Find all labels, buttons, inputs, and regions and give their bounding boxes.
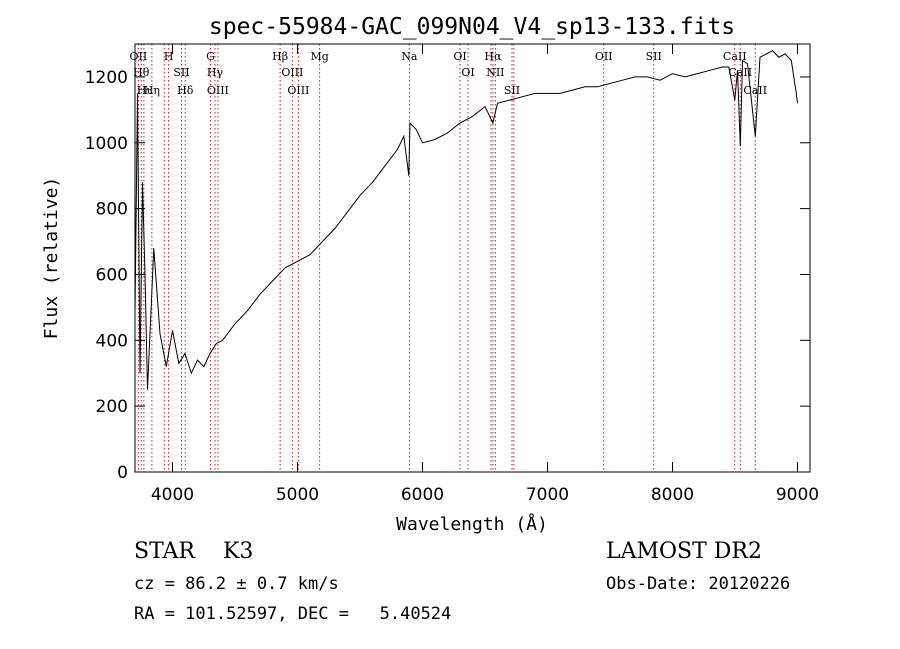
y-tick-label: 200 [96, 397, 128, 417]
spectral-line-label: Hι [137, 84, 151, 97]
object-class: STAR K3 [134, 539, 254, 564]
x-tick-label: 6000 [401, 485, 444, 505]
y-tick-label: 800 [96, 200, 128, 220]
spectral-line-label: OII [595, 50, 613, 63]
x-tick-label: 8000 [651, 485, 694, 505]
x-axis-label: Wavelength (Å) [396, 513, 548, 535]
spectral-line-label: SII [504, 84, 520, 97]
plot-frame [134, 43, 811, 473]
spectral-line-label: OII [130, 50, 148, 63]
spectral-line-label: CaII [723, 50, 747, 63]
x-tick-label: 4000 [151, 485, 194, 505]
spectral-line-label: Hγ [207, 66, 224, 79]
spectral-line-label: Hη [144, 84, 160, 97]
spectral-line-label: OIII [281, 66, 303, 79]
redshift-line: cz = 86.2 ± 0.7 km/s [134, 574, 339, 594]
spectral-line-label: Hδ [177, 84, 194, 97]
y-tick-label: 400 [96, 331, 128, 351]
y-tick-label: 1000 [85, 134, 128, 154]
spectral-line-label: Mg [310, 50, 328, 63]
spectral-line-markers [137, 44, 756, 472]
spectral-line-label: Hα [484, 50, 502, 63]
x-tick-label: 7000 [526, 485, 569, 505]
spectral-line-label: Hβ [272, 50, 288, 63]
spectral-line-label: NII [486, 66, 504, 79]
spectrum-line [134, 49, 798, 390]
spectral-line-label: G [206, 50, 215, 63]
spectral-line-label: SII [173, 66, 189, 79]
y-axis-label: Flux (relative) [41, 177, 62, 340]
x-axis-ticks: 4000 5000 6000 7000 8000 9000 [151, 44, 819, 505]
survey-name: LAMOST DR2 [606, 539, 762, 564]
spectral-line-label: OI [461, 66, 474, 79]
coordinates-line: RA = 101.52597, DEC = 5.40524 [134, 604, 452, 624]
spectral-line-label: OIII [287, 84, 309, 97]
spectral-line-label: H [164, 50, 174, 63]
spectral-line-label: OIII [207, 84, 229, 97]
spectral-line-label: Na [401, 50, 418, 63]
spectral-line-label: Hθ [133, 66, 150, 79]
spectral-line-label: CaII [743, 84, 767, 97]
y-tick-label: 0 [117, 463, 128, 483]
spectral-line-label: CaII [728, 66, 752, 79]
spectral-line-label: OI [453, 50, 466, 63]
x-tick-label: 9000 [776, 485, 819, 505]
x-tick-label: 5000 [276, 485, 319, 505]
chart-title: spec-55984-GAC_099N04_V4_sp13-133.fits [209, 14, 735, 40]
spectral-line-label: SII [646, 50, 662, 63]
y-tick-label: 1200 [85, 68, 128, 88]
y-tick-label: 600 [96, 265, 128, 285]
y-axis-ticks: 0 200 400 600 800 1000 1200 [85, 68, 810, 483]
observation-date: Obs-Date: 20120226 [606, 574, 791, 594]
